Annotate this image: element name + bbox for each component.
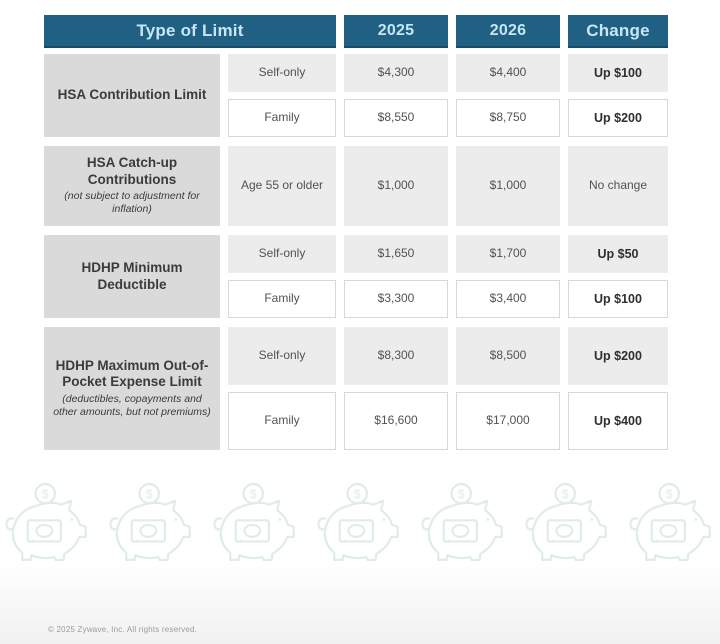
- value-2025-cell: $3,300: [344, 280, 448, 318]
- group-hsa-contribution-limit: HSA Contribution Limit Self-only $4,300 …: [44, 54, 668, 137]
- group-label-title: HSA Contribution Limit: [57, 87, 207, 103]
- piggy-bank-decoration-band: $ $ $ $: [2, 476, 718, 572]
- header-type-of-limit: Type of Limit: [44, 15, 336, 48]
- value-2025-cell: $8,300: [344, 327, 448, 385]
- category-cell: Age 55 or older: [228, 146, 336, 226]
- value-2025-cell: $4,300: [344, 54, 448, 92]
- value-2025-cell: $8,550: [344, 99, 448, 137]
- svg-text:$: $: [250, 487, 257, 501]
- category-cell: Family: [228, 280, 336, 318]
- change-cell: Up $200: [568, 99, 668, 137]
- change-cell: Up $100: [568, 54, 668, 92]
- piggy-bank-icon: $: [213, 482, 295, 561]
- svg-text:$: $: [146, 487, 153, 501]
- change-cell: Up $100: [568, 280, 668, 318]
- header-2025: 2025: [344, 15, 448, 48]
- svg-text:$: $: [562, 487, 569, 501]
- group-label-title: HSA Catch-up Contributions: [86, 155, 178, 187]
- group-label: HSA Catch-up Contributions (not subject …: [44, 146, 220, 226]
- category-cell: Self-only: [228, 327, 336, 385]
- svg-text:$: $: [666, 487, 673, 501]
- value-2025-cell: $1,000: [344, 146, 448, 226]
- group-label-title: HDHP Maximum Out-of-Pocket Expense Limit: [55, 357, 209, 390]
- svg-text:$: $: [354, 487, 361, 501]
- header-2026: 2026: [456, 15, 560, 48]
- category-cell: Self-only: [228, 235, 336, 273]
- category-cell: Self-only: [228, 54, 336, 92]
- group-label: HSA Contribution Limit: [44, 54, 220, 137]
- group-hdhp-maximum-out-of-pocket: HDHP Maximum Out-of-Pocket Expense Limit…: [44, 327, 668, 450]
- group-label: HDHP Maximum Out-of-Pocket Expense Limit…: [44, 327, 220, 450]
- change-cell: Up $400: [568, 392, 668, 450]
- table-header-row: Type of Limit 2025 2026 Change: [44, 15, 668, 48]
- group-label-note: (deductibles, copayments and other amoun…: [53, 392, 211, 418]
- group-label-title: HDHP Minimum Deductible: [81, 260, 183, 292]
- value-2026-cell: $4,400: [456, 54, 560, 92]
- value-2026-cell: $8,500: [456, 327, 560, 385]
- value-2026-cell: $8,750: [456, 99, 560, 137]
- svg-text:$: $: [458, 487, 465, 501]
- value-2025-cell: $16,600: [344, 392, 448, 450]
- change-cell: Up $50: [568, 235, 668, 273]
- footer-background: [0, 564, 720, 644]
- header-change: Change: [568, 15, 668, 48]
- svg-text:$: $: [42, 487, 49, 501]
- piggy-bank-icon: $: [109, 482, 191, 561]
- copyright-text: © 2025 Zywave, Inc. All rights reserved.: [48, 625, 198, 634]
- group-label-note: (not subject to adjustment for inflation…: [64, 190, 200, 216]
- category-cell: Family: [228, 99, 336, 137]
- value-2026-cell: $3,400: [456, 280, 560, 318]
- piggy-bank-icon: $: [421, 482, 503, 561]
- value-2026-cell: $1,000: [456, 146, 560, 226]
- value-2025-cell: $1,650: [344, 235, 448, 273]
- group-label: HDHP Minimum Deductible: [44, 235, 220, 318]
- piggy-bank-icon: $: [317, 482, 399, 561]
- limits-table: Type of Limit 2025 2026 Change HSA Contr…: [44, 15, 668, 459]
- piggy-bank-icon: $: [629, 482, 711, 561]
- piggy-bank-icon: $: [525, 482, 607, 561]
- piggy-bank-icon: $: [5, 482, 87, 561]
- value-2026-cell: $1,700: [456, 235, 560, 273]
- category-cell: Family: [228, 392, 336, 450]
- group-hdhp-minimum-deductible: HDHP Minimum Deductible Self-only $1,650…: [44, 235, 668, 318]
- change-cell: No change: [568, 146, 668, 226]
- change-cell: Up $200: [568, 327, 668, 385]
- group-hsa-catch-up-contributions: HSA Catch-up Contributions (not subject …: [44, 146, 668, 226]
- value-2026-cell: $17,000: [456, 392, 560, 450]
